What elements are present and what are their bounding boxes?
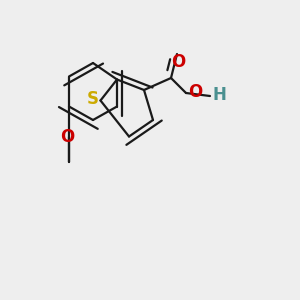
Text: O: O <box>171 52 186 70</box>
Text: O: O <box>188 83 203 101</box>
Text: H: H <box>212 86 226 104</box>
Text: S: S <box>87 90 99 108</box>
Text: O: O <box>60 128 75 146</box>
